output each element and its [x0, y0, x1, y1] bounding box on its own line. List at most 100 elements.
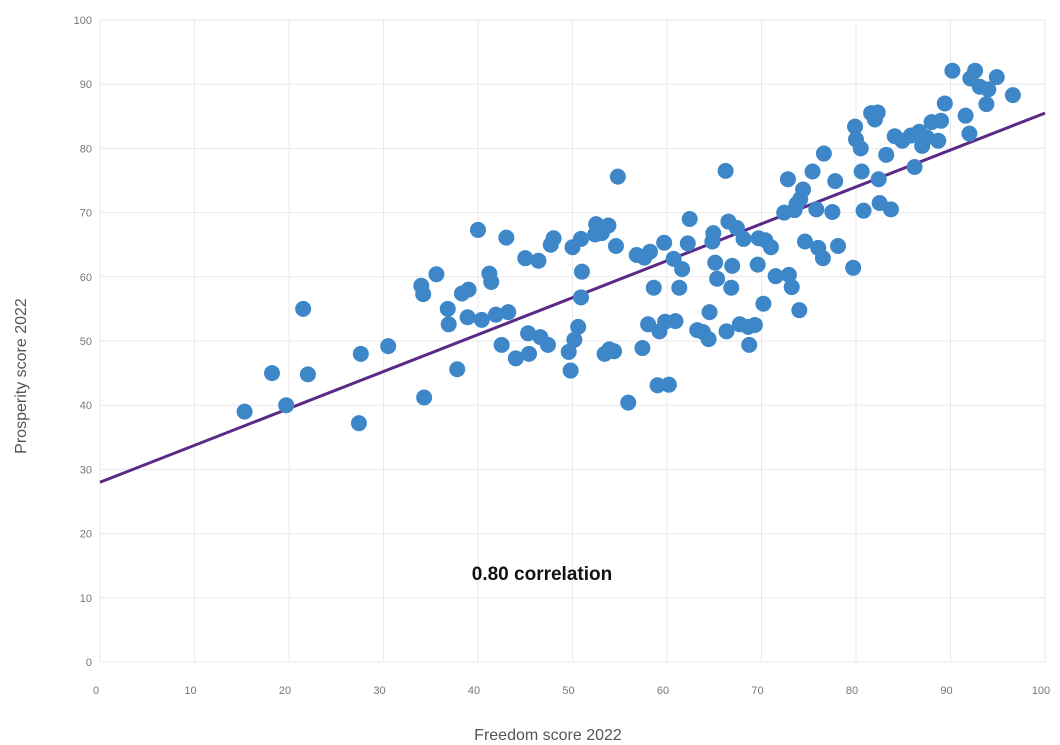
data-point — [649, 377, 666, 394]
data-point — [830, 237, 847, 254]
x-tick-label: 10 — [184, 685, 196, 697]
data-point — [350, 415, 367, 432]
data-point — [724, 257, 741, 274]
x-tick-label: 100 — [1032, 685, 1050, 697]
data-point — [936, 95, 953, 112]
data-point — [570, 318, 587, 335]
data-point — [804, 163, 821, 180]
data-point — [746, 316, 763, 333]
data-point — [988, 69, 1005, 86]
y-tick-label: 60 — [80, 272, 92, 284]
data-point — [562, 362, 579, 379]
data-point — [795, 181, 812, 198]
data-point — [824, 203, 841, 220]
data-point — [930, 132, 947, 149]
data-point — [449, 361, 466, 378]
data-point — [679, 235, 696, 252]
data-point — [530, 252, 547, 269]
data-point — [607, 237, 624, 254]
y-axis-title: Prosperity score 2022 — [13, 298, 30, 454]
y-tick-label: 40 — [80, 400, 92, 412]
data-point — [428, 266, 445, 283]
x-tick-label: 20 — [279, 685, 291, 697]
data-point — [674, 261, 691, 278]
x-tick-label: 40 — [468, 685, 480, 697]
data-point — [573, 263, 590, 280]
data-point — [493, 336, 510, 353]
data-point — [870, 171, 887, 188]
trendline-layer — [99, 111, 1046, 484]
data-point — [641, 243, 658, 260]
data-point — [660, 376, 677, 393]
x-tick-label: 30 — [373, 685, 385, 697]
data-point — [717, 162, 734, 179]
data-point — [853, 163, 870, 180]
data-point — [783, 279, 800, 296]
data-point — [645, 279, 662, 296]
x-axis-title: Freedom score 2022 — [474, 727, 622, 744]
data-point — [815, 145, 832, 162]
grid — [99, 19, 1046, 663]
data-point — [749, 256, 766, 273]
data-point — [278, 397, 295, 414]
data-point — [762, 239, 779, 256]
data-point — [847, 118, 864, 135]
y-tick-label: 20 — [80, 529, 92, 541]
x-tick-label: 60 — [657, 685, 669, 697]
data-point — [700, 331, 717, 348]
data-point — [634, 340, 651, 357]
data-point — [978, 96, 995, 113]
data-point — [483, 273, 500, 290]
data-point — [852, 140, 869, 157]
data-point — [416, 389, 433, 406]
y-tick-label: 80 — [80, 143, 92, 155]
data-point — [609, 168, 626, 185]
data-point — [517, 250, 534, 267]
x-tick-label: 70 — [751, 685, 763, 697]
data-point — [906, 159, 923, 176]
data-point — [671, 279, 688, 296]
data-point — [779, 171, 796, 188]
y-tick-label: 100 — [74, 15, 92, 27]
data-point — [600, 217, 617, 234]
data-point — [459, 309, 476, 326]
correlation-annotation: 0.80 correlation — [472, 564, 612, 585]
data-point — [620, 394, 637, 411]
data-point — [845, 259, 862, 276]
data-point — [705, 225, 722, 242]
data-point — [545, 230, 562, 247]
data-point — [933, 112, 950, 129]
y-tick-label: 70 — [80, 208, 92, 220]
data-point — [796, 233, 813, 250]
data-point — [473, 311, 490, 328]
data-point — [767, 268, 784, 285]
data-point — [957, 107, 974, 124]
data-point — [735, 230, 752, 247]
data-point — [520, 325, 537, 342]
data-point — [681, 211, 698, 228]
data-point — [656, 234, 673, 251]
data-point — [539, 336, 556, 353]
data-point — [980, 81, 997, 98]
data-point — [882, 201, 899, 218]
data-point — [500, 304, 517, 321]
y-tick-label: 0 — [86, 657, 92, 669]
data-point — [487, 306, 504, 323]
data-point — [295, 300, 312, 317]
data-point — [741, 336, 758, 353]
data-point — [380, 338, 397, 355]
data-points — [236, 62, 1021, 432]
data-point — [755, 295, 772, 312]
data-point — [415, 286, 432, 303]
x-tick-label: 90 — [940, 685, 952, 697]
y-tick-label: 90 — [80, 79, 92, 91]
data-point — [521, 345, 538, 362]
trendline — [99, 111, 1046, 484]
data-point — [718, 323, 735, 340]
data-point — [808, 201, 825, 218]
data-point — [707, 254, 724, 271]
data-point — [498, 229, 515, 246]
data-point — [263, 365, 280, 382]
x-tick-label: 0 — [93, 685, 99, 697]
